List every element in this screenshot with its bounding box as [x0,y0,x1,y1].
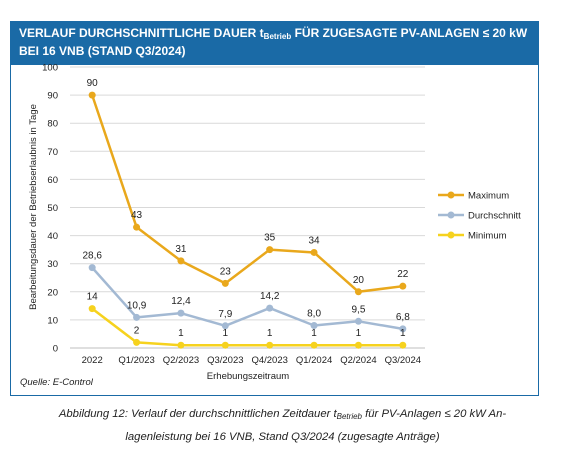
data-label-minimum: 2 [134,325,140,336]
data-point-durchschnitt [310,322,318,330]
figure-caption: Abbildung 12: Verlauf der durchschnittli… [0,404,565,447]
data-label-durchschnitt: 7,9 [218,309,232,320]
data-point-maximum [133,223,141,231]
data-point-minimum [221,341,229,349]
data-label-maximum: 90 [87,78,99,89]
data-label-maximum: 31 [175,244,187,255]
data-label-maximum: 20 [353,275,365,286]
data-point-maximum [399,282,407,290]
header-title-line2: BEI 16 VNB (STAND Q3/2024) [19,44,186,58]
data-label-maximum: 34 [309,235,321,246]
legend-marker-maximum [447,191,455,199]
data-point-durchschnitt [354,317,362,325]
y-tick-label: 0 [53,344,58,355]
legend-marker-minimum [447,231,455,239]
y-tick-label: 50 [47,203,58,214]
x-tick-label: 2022 [82,355,103,366]
legend-label-durchschnitt: Durchschnitt [468,211,521,222]
data-point-durchschnitt [221,322,229,330]
legend-marker-durchschnitt [447,211,455,219]
data-point-durchschnitt [266,304,274,312]
chart-header: VERLAUF DURCHSCHNITTLICHE DAUER tBetrieb… [10,21,539,65]
x-axis-label: Erhebungszeitraum [207,371,289,382]
y-tick-label: 70 [47,147,58,158]
data-label-minimum: 1 [223,328,229,339]
y-tick-label: 20 [47,287,58,298]
data-point-maximum [221,279,229,287]
data-point-maximum [177,257,185,265]
x-tick-label: Q1/2023 [118,355,154,366]
series-line-minimum [91,307,403,347]
data-point-maximum [88,91,96,99]
data-label-durchschnitt: 28,6 [82,251,102,262]
y-tick-label: 100 [42,63,58,74]
data-point-maximum [266,246,274,254]
data-point-minimum [266,341,274,349]
legend-label-maximum: Maximum [468,191,509,202]
header-title-line1: VERLAUF DURCHSCHNITTLICHE DAUER tBetrieb… [19,26,528,41]
data-point-durchschnitt [88,264,96,272]
data-point-minimum [177,341,185,349]
y-tick-label: 60 [47,175,58,186]
x-tick-label: Q3/2023 [207,355,243,366]
caption-line2: lagenleistung bei 16 VNB, Stand Q3/2024 … [125,431,440,443]
y-axis-label: Bearbeitungsdauer der Betriebserlaubnis … [28,104,39,310]
data-point-maximum [310,248,318,256]
y-tick-label: 90 [47,91,58,102]
data-point-minimum [354,341,362,349]
x-tick-label: Q4/2023 [251,355,287,366]
data-label-minimum: 1 [267,328,273,339]
x-tick-label: Q2/2023 [163,355,199,366]
data-point-minimum [133,338,141,346]
data-label-maximum: 43 [131,210,143,221]
x-tick-label: Q2/2024 [340,355,376,366]
data-label-minimum: 14 [87,292,99,303]
data-label-maximum: 35 [264,233,276,244]
data-label-maximum: 23 [220,266,232,277]
data-label-durchschnitt: 12,4 [171,296,191,307]
data-label-maximum: 22 [397,269,409,280]
data-label-minimum: 1 [356,328,362,339]
data-point-minimum [399,341,407,349]
data-point-durchschnitt [133,313,141,321]
y-tick-label: 80 [47,119,58,130]
series-line-durchschnitt [91,266,404,331]
legend-label-minimum: Minimum [468,231,507,242]
data-point-minimum [310,341,318,349]
caption-line1: Abbildung 12: Verlauf der durchschnittli… [58,408,507,421]
x-tick-label: Q1/2024 [296,355,332,366]
source-note: Quelle: E-Control [20,377,93,388]
data-label-durchschnitt: 6,8 [396,312,410,323]
data-point-durchschnitt [177,309,185,317]
data-label-minimum: 1 [400,328,406,339]
chart-frame [10,21,539,396]
series-line-maximum [91,94,403,294]
data-label-durchschnitt: 9,5 [351,304,365,315]
y-tick-label: 30 [47,259,58,270]
data-point-minimum [88,305,96,313]
data-point-durchschnitt [399,325,407,333]
x-tick-label: Q3/2024 [385,355,421,366]
data-label-durchschnitt: 10,9 [127,300,147,311]
data-point-maximum [354,288,362,296]
data-label-durchschnitt: 8,0 [307,309,321,320]
data-label-minimum: 1 [311,328,317,339]
y-tick-label: 10 [47,315,58,326]
data-label-durchschnitt: 14,2 [260,291,280,302]
y-tick-label: 40 [47,231,58,242]
data-label-minimum: 1 [178,328,184,339]
